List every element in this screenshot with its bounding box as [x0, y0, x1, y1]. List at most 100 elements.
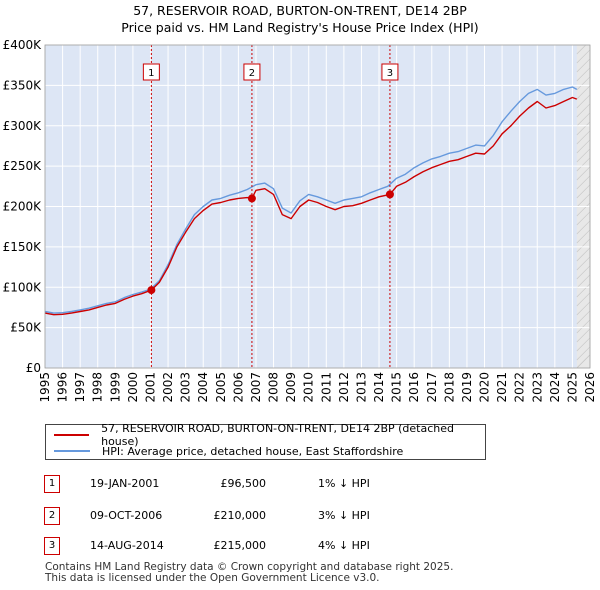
- x-tick-label: 2001: [143, 372, 157, 403]
- x-tick-label: 2018: [442, 372, 456, 403]
- legend-label-hpi: HPI: Average price, detached house, East…: [102, 444, 404, 458]
- series-line-hpi: [44, 86, 578, 314]
- y-tick-label: £50K: [10, 321, 42, 335]
- forecast-hatch-line: [576, 175, 591, 190]
- sale-hpi-diff: 1% ↓ HPI: [318, 477, 370, 490]
- legend-swatch-blue: [54, 450, 90, 452]
- forecast-hatch-line: [576, 354, 591, 369]
- sale-point: [385, 190, 394, 199]
- forecast-hatch-line: [576, 301, 591, 316]
- sale-marker-box: [381, 63, 399, 81]
- x-tick-label: 2013: [354, 372, 368, 403]
- sale-point: [247, 194, 256, 203]
- sale-number-badge: 1: [44, 475, 60, 493]
- forecast-hatch-line: [576, 346, 591, 361]
- x-tick-label: 2000: [126, 372, 140, 403]
- sale-hpi-diff: 4% ↓ HPI: [318, 539, 370, 552]
- x-tick-label: 2019: [460, 372, 474, 403]
- forecast-hatch-line: [576, 49, 591, 64]
- chart-legend: 57, RESERVOIR ROAD, BURTON-ON-TRENT, DE1…: [45, 422, 486, 460]
- x-tick-label: 2016: [407, 372, 421, 403]
- forecast-hatch-line: [576, 229, 591, 244]
- legend-entry-hpi: HPI: Average price, detached house, East…: [54, 443, 403, 459]
- y-tick-label: £100K: [3, 280, 43, 294]
- forecast-hatch-line: [576, 202, 591, 217]
- x-tick-label: 1997: [73, 372, 87, 403]
- sale-number-badge: 3: [44, 537, 60, 555]
- chart-subtitle: Price paid vs. HM Land Registry's House …: [121, 20, 479, 35]
- x-tick-label: 2007: [249, 372, 263, 403]
- sale-price: £210,000: [213, 509, 267, 522]
- x-tick-label: 2008: [267, 372, 281, 403]
- forecast-hatch-line: [576, 148, 591, 163]
- x-tick-label: 2015: [390, 372, 404, 403]
- y-tick-label: £300K: [3, 119, 43, 133]
- forecast-hatch-line: [576, 256, 591, 271]
- series-line-property: [44, 96, 578, 316]
- y-tick-label: £400K: [3, 38, 43, 52]
- x-tick-label: 2006: [231, 372, 245, 403]
- forecast-hatch-line: [576, 328, 591, 343]
- y-tick-label: £200K: [3, 200, 43, 214]
- forecast-hatch-line: [576, 166, 591, 181]
- x-tick-label: 2009: [284, 372, 298, 403]
- sale-marker-box: [142, 63, 160, 81]
- x-tick-label: 2004: [196, 372, 210, 403]
- forecast-hatch-line: [576, 76, 591, 91]
- sale-date: 09-OCT-2006: [90, 509, 163, 522]
- forecast-hatch-line: [576, 238, 591, 253]
- footer-licence: This data is licensed under the Open Gov…: [45, 572, 380, 584]
- forecast-hatch-line: [576, 121, 591, 136]
- legend-swatch-red: [54, 434, 90, 436]
- x-tick-label: 2023: [530, 372, 544, 403]
- x-tick-label: 2002: [161, 372, 175, 403]
- x-tick-label: 2024: [548, 372, 562, 403]
- sale-price: £215,000: [213, 539, 267, 552]
- legend-label-property: 57, RESERVOIR ROAD, BURTON-ON-TRENT, DE1…: [101, 422, 454, 448]
- x-tick-label: 1998: [91, 372, 105, 403]
- forecast-hatch-line: [576, 139, 591, 154]
- y-tick-label: £350K: [3, 78, 43, 92]
- sale-marker-box: [243, 63, 261, 81]
- x-tick-label: 2026: [583, 372, 597, 403]
- forecast-hatch-line: [576, 247, 591, 262]
- x-tick-label: 2010: [302, 372, 316, 403]
- x-tick-label: 1999: [108, 372, 122, 403]
- forecast-hatch-line: [576, 265, 591, 280]
- forecast-hatch-line: [576, 310, 591, 325]
- chart-title-address: 57, RESERVOIR ROAD, BURTON-ON-TRENT, DE1…: [133, 3, 467, 18]
- forecast-hatch-line: [576, 319, 591, 334]
- x-tick-label: 1995: [38, 372, 52, 403]
- x-tick-label: 2020: [478, 372, 492, 403]
- forecast-hatch-line: [576, 211, 591, 226]
- sale-marker-label: 2: [249, 68, 255, 79]
- legend-entry-property: 57, RESERVOIR ROAD, BURTON-ON-TRENT, DE1…: [54, 422, 485, 448]
- forecast-hatch-line: [576, 85, 591, 100]
- sale-point: [147, 286, 156, 295]
- x-tick-label: 2017: [425, 372, 439, 403]
- x-tick-label: 2022: [513, 372, 527, 403]
- forecast-hatch-line: [576, 337, 591, 352]
- forecast-hatch-line: [576, 274, 591, 289]
- y-tick-label: £150K: [3, 240, 43, 254]
- x-tick-label: 2012: [337, 372, 351, 403]
- forecast-hatch-line: [576, 103, 591, 118]
- sale-marker-label: 3: [387, 68, 393, 79]
- forecast-hatch-line: [576, 292, 591, 307]
- x-tick-label: 2021: [495, 372, 509, 403]
- x-tick-label: 2011: [319, 372, 333, 403]
- sale-price: £96,500: [220, 477, 267, 490]
- plot-frame: [44, 44, 591, 369]
- forecast-hatch-line: [576, 58, 591, 73]
- x-tick-label: 1996: [56, 372, 70, 403]
- forecast-hatch-line: [576, 130, 591, 145]
- sale-row: 2 09-OCT-2006 £210,000 3% ↓ HPI: [0, 507, 600, 527]
- forecast-hatch-line: [576, 193, 591, 208]
- forecast-hatch-line: [576, 184, 591, 199]
- sale-number-badge: 2: [44, 507, 60, 525]
- sale-date: 19-JAN-2001: [90, 477, 160, 490]
- x-tick-label: 2005: [214, 372, 228, 403]
- x-tick-label: 2025: [565, 372, 579, 403]
- y-tick-label: £250K: [3, 159, 43, 173]
- sale-row: 3 14-AUG-2014 £215,000 4% ↓ HPI: [0, 537, 600, 557]
